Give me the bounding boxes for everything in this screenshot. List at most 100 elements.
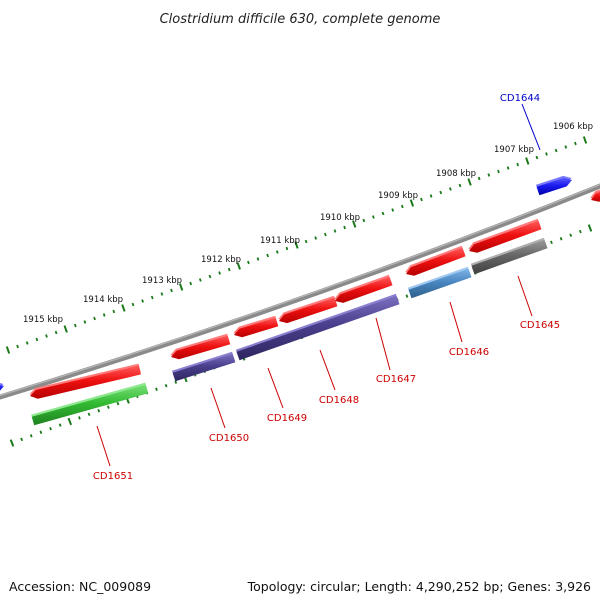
- inner-scale-minor-tick: [29, 434, 33, 438]
- outer-scale-minor-tick: [304, 239, 308, 244]
- outer-scale-major-tick: [5, 346, 11, 354]
- outer-scale-minor-tick: [323, 232, 327, 237]
- outer-scale-minor-tick: [45, 334, 48, 338]
- outer-scale-minor-tick: [372, 215, 375, 219]
- cd1648-forward-feature-body: [279, 297, 338, 324]
- outer-scale-minor-tick: [256, 257, 260, 261]
- scale-label: 1915 kbp: [23, 315, 63, 325]
- cd1647-forward-feature: [334, 274, 393, 303]
- scale-label: 1911 kbp: [260, 236, 300, 246]
- genome-backbone: [0, 183, 600, 400]
- outer-scale-minor-tick: [487, 173, 491, 177]
- cd1649-forward-feature-body: [234, 317, 279, 338]
- outer-scale-minor-tick: [429, 194, 433, 198]
- outer-scale-major-tick: [467, 178, 472, 186]
- outer-scale-minor-tick: [54, 330, 58, 335]
- gene-label[interactable]: CD1645: [520, 320, 560, 331]
- outer-scale-minor-tick: [35, 337, 39, 342]
- cd1645-lower-feature-body: [471, 239, 548, 275]
- cd1646-forward-feature-body: [406, 247, 466, 276]
- cd1647-forward-feature-body: [335, 276, 393, 303]
- inner-scale-minor-tick: [87, 412, 91, 417]
- inner-scale-minor-tick: [97, 409, 101, 413]
- outer-scale-minor-tick: [497, 169, 500, 174]
- cd1651-forward-feature: [29, 363, 141, 399]
- gene-features: [0, 175, 600, 426]
- outer-scale-minor-tick: [564, 145, 568, 149]
- cd1644-feature: [536, 175, 572, 196]
- inner-scale-minor-tick: [78, 416, 81, 420]
- gene-label[interactable]: CD1644: [500, 93, 540, 104]
- outer-scale-minor-tick: [449, 187, 452, 191]
- inner-scale-minor-tick: [550, 240, 553, 245]
- outer-scale-minor-tick: [266, 253, 270, 258]
- outer-scale-major-tick: [582, 136, 588, 144]
- gene-label[interactable]: CD1650: [209, 433, 249, 444]
- cd1645-lower-feature: [470, 237, 548, 275]
- outer-scale-minor-tick: [131, 302, 135, 307]
- cd1650-lower-feature: [172, 351, 236, 382]
- outer-scale-minor-tick: [362, 218, 366, 223]
- outer-scale-minor-tick: [208, 274, 212, 279]
- outer-scale-minor-tick: [218, 271, 221, 275]
- edge-left-feature: [0, 383, 4, 391]
- outer-scale-minor-tick: [535, 155, 539, 160]
- gene-label[interactable]: CD1647: [376, 374, 416, 385]
- outer-scale-ticks: [5, 136, 588, 354]
- outer-scale-minor-tick: [93, 316, 96, 321]
- cd1646-lower-feature: [407, 266, 472, 299]
- outer-scale-major-tick: [525, 157, 530, 165]
- outer-scale-minor-tick: [112, 309, 116, 314]
- outer-scale-major-tick: [294, 241, 299, 249]
- cd1648-lower-feature: [235, 293, 400, 361]
- gene-label[interactable]: CD1648: [319, 395, 359, 406]
- scale-label: 1907 kbp: [494, 145, 534, 155]
- outer-scale-major-tick: [121, 304, 126, 312]
- cd1650-lower-feature-body: [172, 353, 236, 382]
- outer-scale-minor-tick: [150, 295, 154, 300]
- cd1646-forward-feature: [405, 245, 466, 276]
- map-title: Clostridium difficile 630, complete geno…: [160, 12, 441, 27]
- outer-scale-minor-tick: [227, 267, 231, 272]
- cd1650-forward-feature: [170, 333, 231, 360]
- edge-forward-feature-body: [591, 191, 600, 202]
- outer-scale-minor-tick: [141, 299, 144, 303]
- cd1651-lower-feature-body: [31, 384, 149, 426]
- inner-scale-minor-tick: [58, 423, 62, 427]
- gene-label[interactable]: CD1649: [267, 413, 307, 424]
- outer-scale-major-tick: [178, 283, 184, 291]
- outer-scale-minor-tick: [381, 211, 385, 216]
- gene-leader-line: [521, 103, 541, 151]
- cd1644-feature-body: [536, 177, 572, 196]
- inner-scale-minor-tick: [106, 405, 110, 409]
- gene-leader-line: [319, 349, 336, 391]
- inner-scale-minor-tick: [164, 383, 168, 388]
- accession-text: Accession: NC_009089: [9, 579, 152, 594]
- gene-label[interactable]: CD1651: [93, 471, 133, 482]
- scale-label: 1906 kbp: [553, 122, 593, 132]
- scale-label: 1912 kbp: [201, 255, 241, 265]
- cd1645-forward-feature-body: [469, 220, 542, 253]
- cd1648-forward-feature: [278, 295, 338, 324]
- inner-scale-minor-tick: [155, 387, 158, 391]
- cd1646-lower-feature-body: [408, 268, 472, 299]
- gene-leader-line: [96, 425, 111, 467]
- outer-scale-minor-tick: [458, 183, 462, 188]
- inner-scale-major-tick: [9, 439, 15, 447]
- inner-scale-minor-tick: [49, 426, 52, 431]
- inner-scale-major-tick: [587, 224, 593, 232]
- gene-leader-line: [517, 275, 533, 317]
- outer-scale-major-tick: [409, 199, 415, 207]
- inner-scale-minor-tick: [20, 437, 24, 442]
- gene-leader-line: [375, 317, 391, 371]
- outer-scale-minor-tick: [400, 204, 404, 209]
- gene-label[interactable]: CD1646: [449, 347, 489, 358]
- outer-scale-major-tick: [236, 262, 241, 270]
- scale-label: 1914 kbp: [83, 295, 123, 305]
- inner-scale-minor-tick: [559, 237, 563, 241]
- genome-backbone-highlight: [0, 183, 600, 397]
- outer-scale-minor-tick: [343, 225, 346, 230]
- outer-scale-minor-tick: [439, 190, 443, 195]
- cd1651-lower-feature: [31, 382, 149, 426]
- outer-scale-minor-tick: [102, 313, 106, 317]
